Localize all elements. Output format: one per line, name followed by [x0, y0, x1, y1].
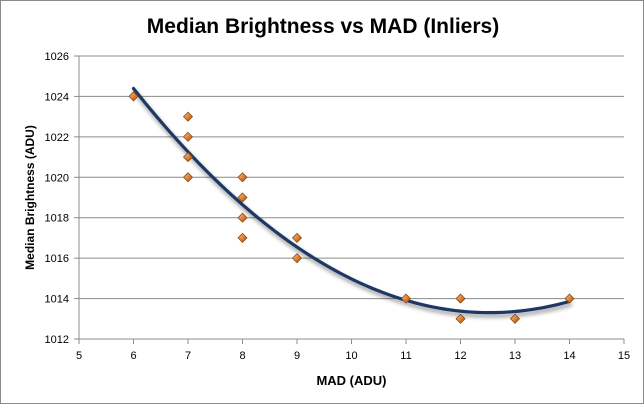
data-point	[237, 212, 248, 223]
y-tick-label: 1022	[45, 132, 69, 144]
x-tick-label: 8	[239, 350, 245, 362]
data-point	[237, 232, 248, 243]
x-tick-label: 14	[563, 350, 575, 362]
y-tick-label: 1024	[45, 91, 69, 103]
x-tick-label: 11	[400, 350, 411, 362]
data-point	[182, 131, 194, 142]
chart-title: Median Brightness vs MAD (Inliers)	[146, 15, 500, 38]
y-axis-title: Median Brightness (ADU)	[23, 125, 37, 270]
y-tick-label: 1016	[45, 253, 69, 265]
data-point	[509, 313, 521, 324]
trendline	[131, 86, 572, 315]
data-point	[237, 172, 248, 183]
data-point	[128, 91, 139, 102]
data-point	[291, 232, 303, 243]
data-point	[237, 192, 248, 203]
data-point	[182, 172, 194, 183]
x-tick-label: 13	[509, 350, 521, 362]
data-point	[455, 313, 466, 324]
x-tick-label: 12	[454, 350, 466, 362]
x-tick-label: 6	[130, 350, 136, 362]
y-tick-label: 1018	[45, 213, 69, 225]
y-tick-label: 1020	[45, 172, 69, 184]
data-point	[564, 293, 575, 304]
x-tick-label: 7	[185, 350, 191, 362]
data-point	[182, 111, 194, 122]
data-point	[455, 293, 466, 304]
data-point	[400, 293, 412, 304]
x-tick-label: 5	[76, 350, 82, 362]
x-tick-label: 10	[345, 350, 357, 362]
x-tick-label: 15	[618, 350, 630, 362]
data-point	[291, 253, 303, 264]
y-tick-label: 1012	[45, 334, 69, 346]
y-tick-label: 1014	[45, 294, 69, 306]
data-point	[182, 152, 194, 163]
x-tick-label: 9	[294, 350, 300, 362]
y-tick-label: 1026	[45, 51, 69, 63]
x-axis-title: MAD (ADU)	[316, 373, 386, 388]
